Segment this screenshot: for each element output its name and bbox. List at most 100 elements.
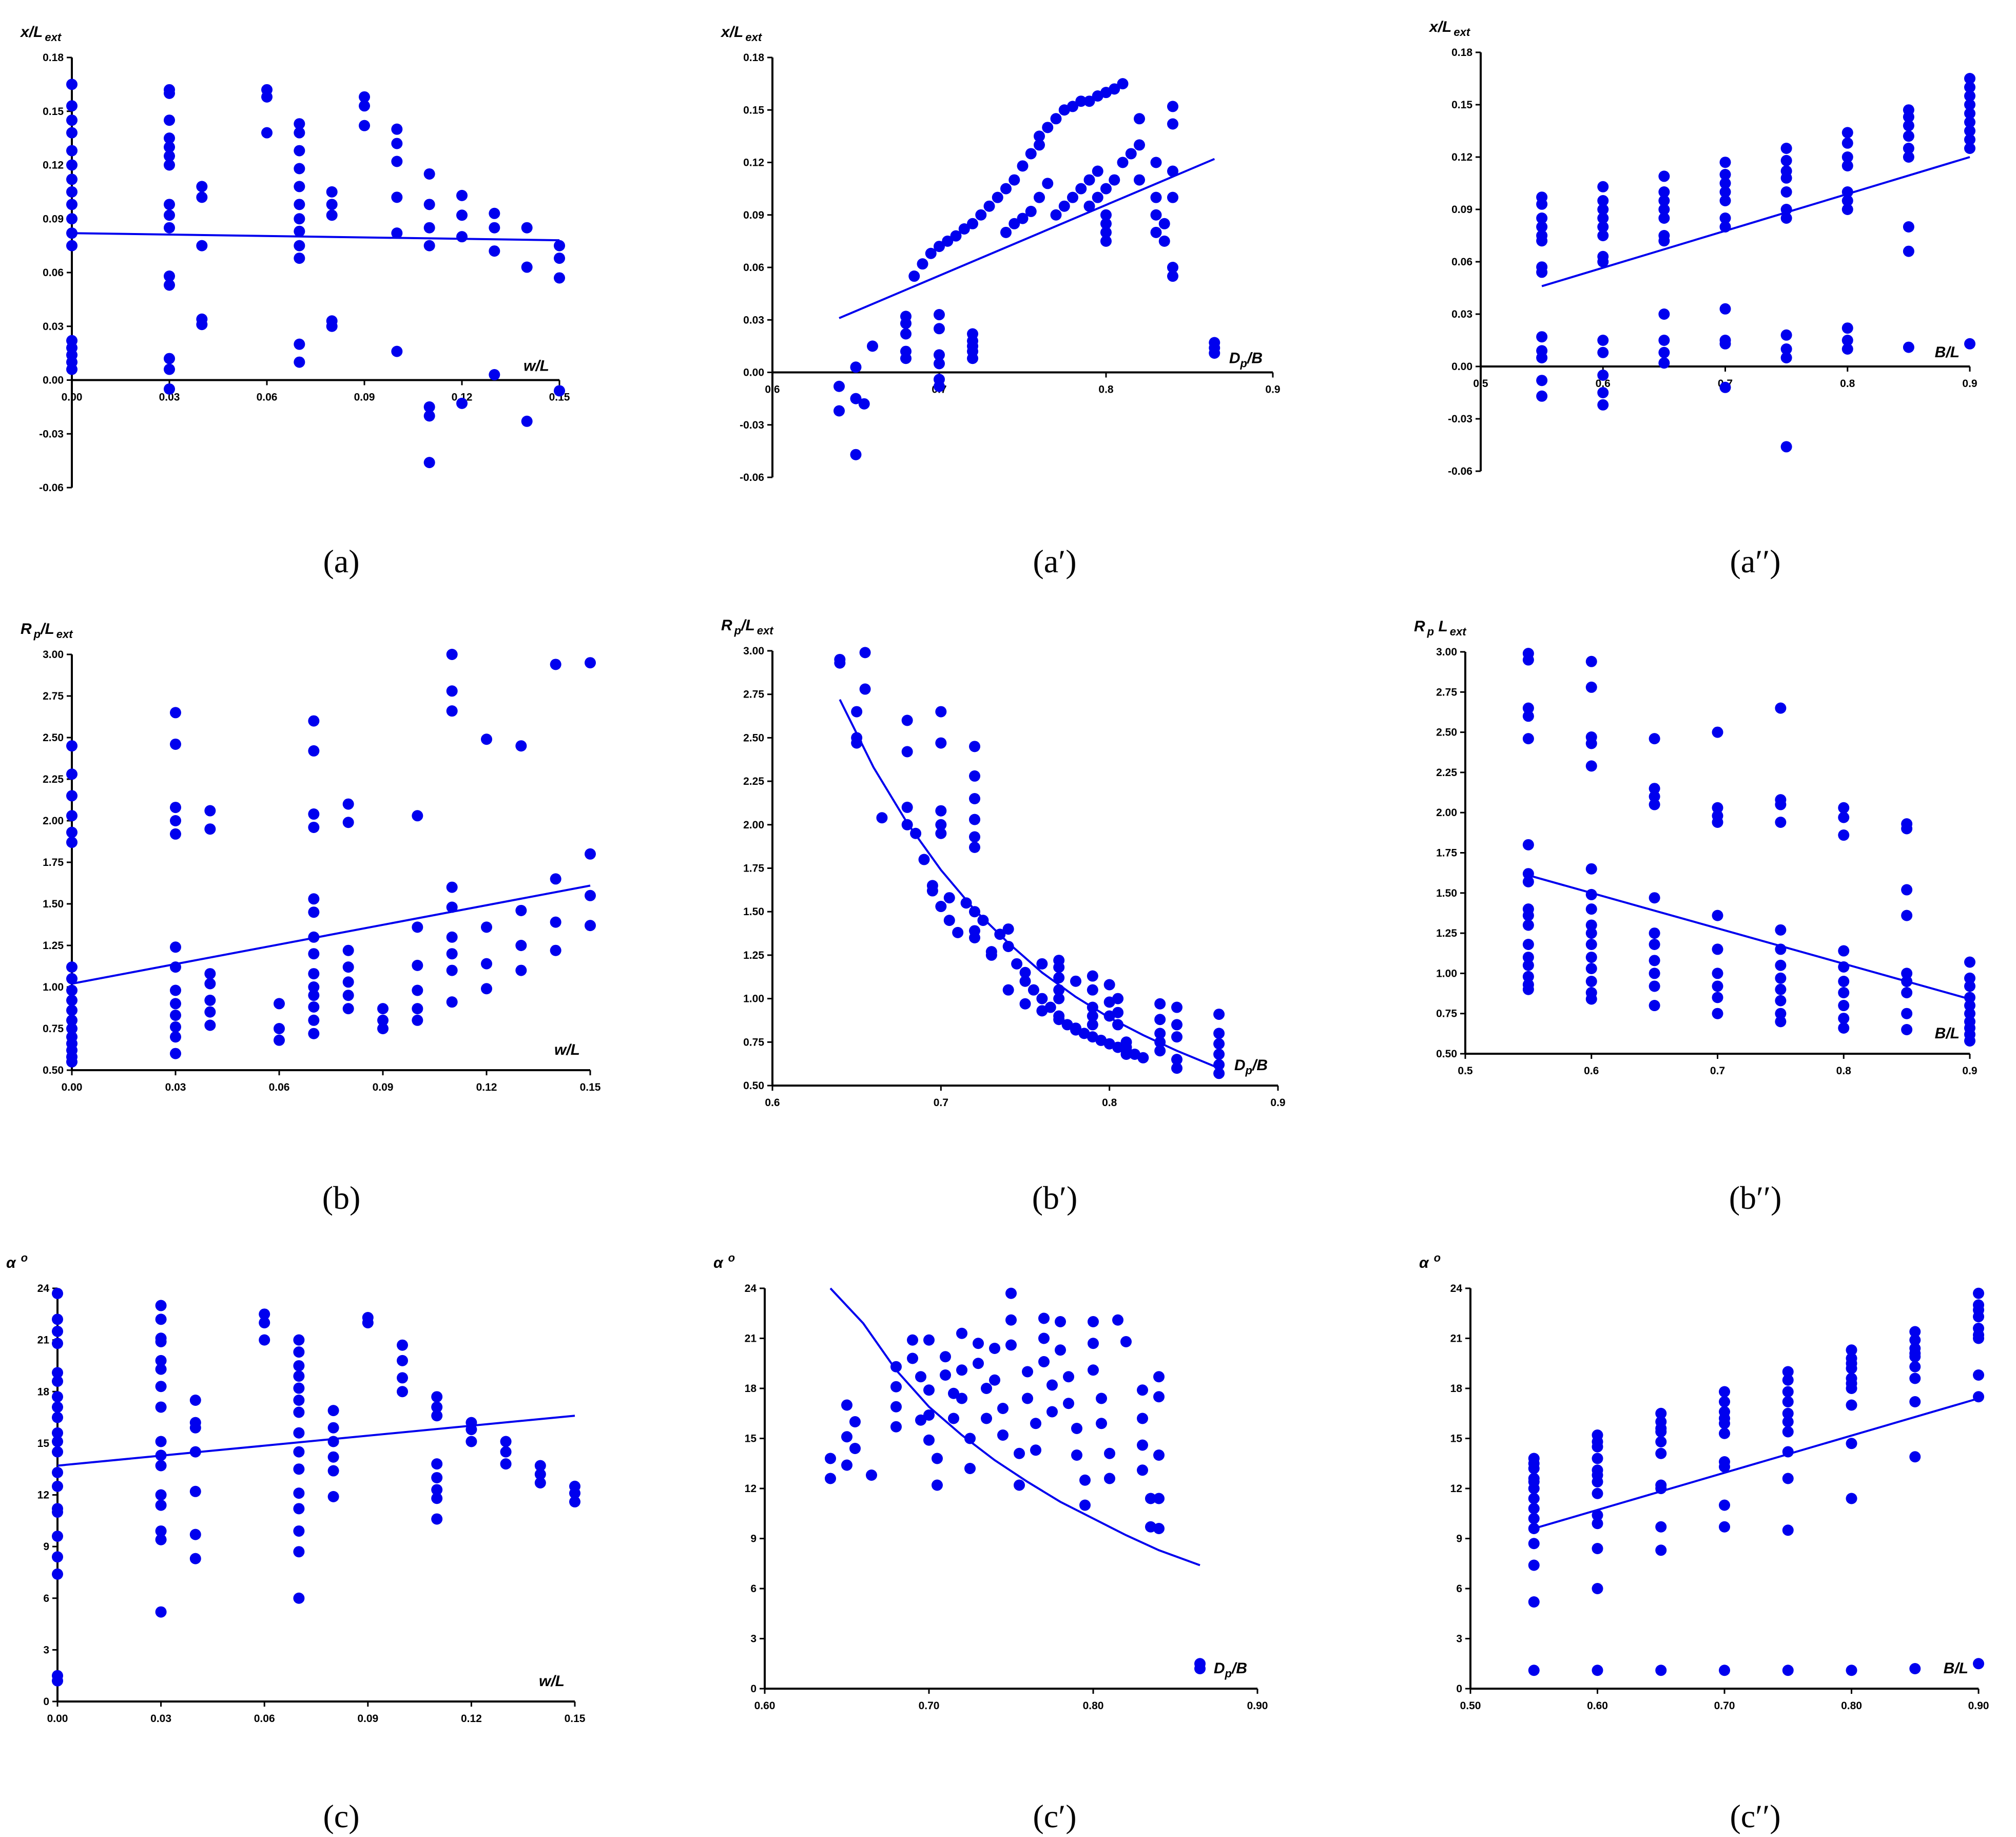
data-point [66,961,77,973]
x-tick-label: 0.06 [254,1713,275,1725]
data-point [890,1401,902,1413]
data-point [1528,1458,1540,1469]
data-point [890,1381,902,1393]
trend-line [57,1415,575,1467]
data-point [1011,958,1023,970]
y-tick-label: 6 [750,1583,757,1595]
data-point [585,890,596,901]
data-point [1597,387,1609,398]
y-tick-label: 2.25 [1436,767,1457,779]
data-point [1775,799,1787,810]
y-tick-label: 1.50 [743,906,764,918]
data-point [293,1525,305,1537]
data-point [1034,139,1045,151]
y-tick-label: 15 [1450,1433,1463,1445]
data-point [423,457,435,469]
data-point [1782,1473,1794,1484]
data-point [189,1422,201,1434]
data-point [1846,1358,1857,1369]
y-tick-label: 18 [1450,1383,1463,1395]
data-point [948,1413,959,1424]
y-tick-label: 0.09 [743,209,764,221]
data-point [1780,143,1792,154]
data-point [155,1300,167,1311]
x-tick-label: 0.90 [1247,1700,1268,1712]
data-point [412,959,423,971]
data-point [1841,151,1853,163]
data-point [66,79,77,90]
data-point [164,270,175,282]
data-point [1528,1503,1540,1514]
data-point [1167,165,1178,177]
data-point [1100,209,1112,221]
data-point [1909,1334,1921,1346]
data-point [841,1431,852,1443]
data-point [66,145,77,157]
y-tick-label: 1.75 [43,857,64,868]
data-point [66,227,77,239]
data-point [397,1386,408,1398]
data-point [521,415,533,427]
data-point [569,1496,580,1507]
data-point [1658,170,1670,182]
data-point [1536,235,1548,247]
data-point [554,240,565,252]
data-point [935,827,947,839]
data-point [423,222,435,234]
data-point [515,940,527,951]
data-point [293,1406,305,1418]
data-point [1137,1052,1149,1063]
x-tick-label: 0.6 [1584,1065,1599,1077]
data-point [412,984,423,996]
data-point [170,1021,181,1033]
data-point [1775,1008,1787,1019]
data-point [1838,987,1850,998]
data-point [918,854,930,865]
x-tick-label: 0.80 [1083,1700,1104,1712]
y-tick-label: 12 [37,1490,49,1501]
data-point [170,1048,181,1059]
data-point [52,1391,63,1403]
y-tick-label: 6 [43,1593,49,1604]
data-point [308,906,320,918]
data-point [1071,1449,1082,1461]
data-point [1171,1019,1183,1031]
data-point [1964,972,1975,984]
data-point [1083,95,1095,107]
x-tick-label: 0.06 [257,392,278,403]
y-tick-label: 3.00 [43,649,64,661]
panel-caption: (c′) [1033,1798,1076,1834]
data-point [359,100,370,112]
data-point [155,1401,167,1413]
data-point [52,1376,63,1387]
y-tick-label: 2.50 [743,732,764,744]
data-point [1154,1045,1166,1057]
data-point [1002,923,1014,935]
data-point [942,235,954,247]
data-point [1112,1314,1123,1326]
x-axis-label: Dp/B [1234,1057,1268,1077]
data-point [274,998,285,1010]
data-point [1846,1399,1857,1411]
data-point [923,1384,935,1396]
data-point [1585,760,1597,772]
data-point [935,901,947,913]
data-point [1083,200,1095,212]
data-point [1973,1304,1984,1316]
data-point [1782,1374,1794,1386]
data-point [1846,1665,1857,1676]
data-point [859,683,871,695]
y-tick-label: 0.00 [43,375,64,386]
data-point [935,819,947,830]
data-point [431,1484,443,1496]
data-point [293,1427,305,1439]
y-tick-label: 2.75 [43,690,64,702]
data-point [342,944,354,956]
data-point [326,186,338,198]
y-tick-label: -0.03 [39,428,64,440]
data-point [1150,226,1162,238]
data-point [204,994,216,1006]
y-tick-label: 0 [1456,1683,1462,1695]
data-point [850,393,862,404]
data-point [1522,959,1534,971]
